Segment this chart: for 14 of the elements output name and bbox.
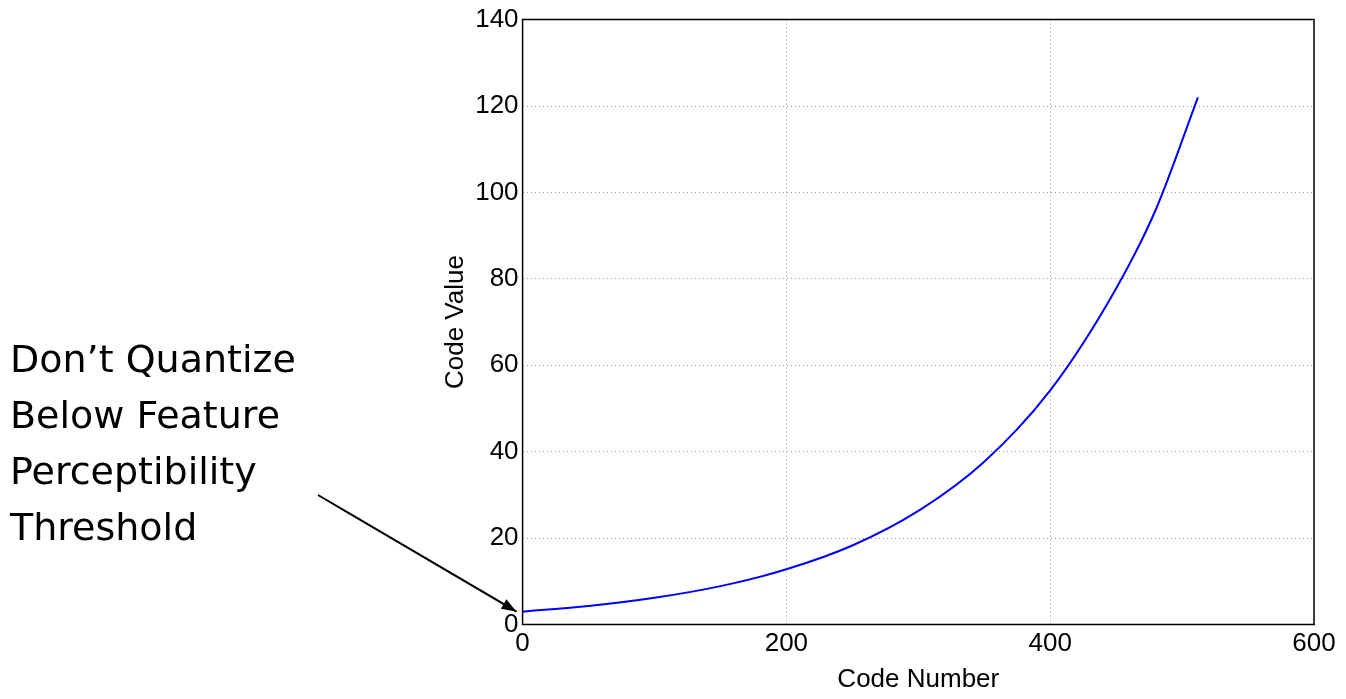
x-tick-label: 600	[1292, 627, 1336, 658]
y-axis-title: Code Value	[438, 255, 469, 390]
y-tick-label: 40	[489, 434, 519, 465]
y-tick-label: 100	[475, 175, 519, 206]
x-tick-label: 400	[1028, 627, 1072, 658]
line-series	[522, 96, 1199, 613]
y-tick-label: 120	[475, 89, 519, 120]
x-axis-title: Code Number	[837, 662, 1000, 693]
y-tick-label: 140	[475, 2, 519, 33]
y-tick-label: 80	[489, 262, 519, 293]
annotation: Don’t Quantize Below Feature Perceptibility Threshold	[9, 337, 296, 549]
y-tick-label: 20	[489, 521, 519, 552]
x-tick-label: 200	[764, 627, 809, 658]
y-tick-label: 60	[489, 348, 519, 379]
